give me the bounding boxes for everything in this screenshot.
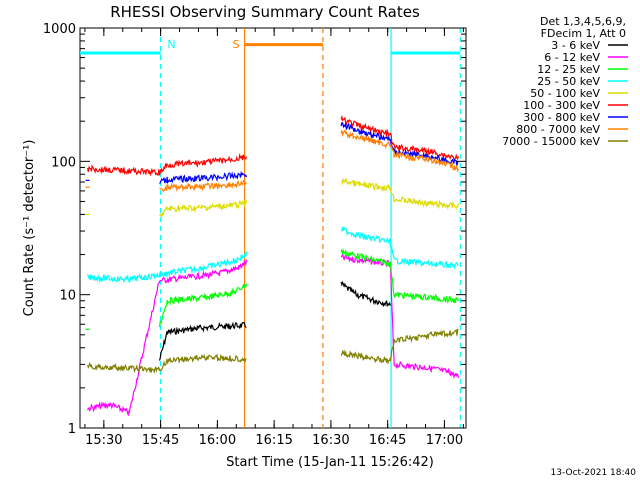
x-tick-label: 16:45 [369, 433, 406, 448]
legend-header: FDecim 1, Att 0 [541, 27, 626, 40]
legend-label: 800 - 7000 keV [516, 123, 600, 136]
y-tick-label: 100 [51, 155, 76, 170]
series-line [340, 121, 459, 167]
footer-date: 13-Oct-2021 18:40 [551, 468, 637, 478]
series-line [159, 170, 248, 185]
x-tick-label: 15:45 [142, 433, 179, 448]
series-line [340, 328, 459, 365]
series-line [340, 247, 459, 304]
series-line [159, 179, 247, 193]
x-tick-label: 16:30 [312, 433, 349, 448]
x-tick-label: 16:00 [199, 433, 236, 448]
series-line [87, 259, 248, 417]
x-tick-label: 16:15 [255, 433, 292, 448]
chart-title: RHESSI Observing Summary Count Rates [110, 3, 420, 21]
legend-label: 3 - 6 keV [551, 39, 600, 52]
series-line [340, 129, 459, 173]
series-line [340, 252, 459, 380]
y-axis-label: Count Rate (s⁻¹ detector⁻¹) [22, 140, 37, 317]
legend-label: 6 - 12 keV [544, 51, 600, 64]
y-tick-label: 10 [59, 289, 76, 304]
series-line [159, 200, 248, 218]
legend-header: Det 1,3,4,5,6,9, [540, 15, 626, 28]
series-line [341, 178, 459, 210]
legend-label: 300 - 800 keV [523, 111, 600, 124]
series-line [340, 280, 391, 308]
series-line [341, 226, 459, 271]
legend-label: 12 - 25 keV [537, 63, 600, 76]
y-tick-label: 1000 [43, 22, 76, 37]
series-line [87, 153, 248, 177]
y-tick-label: 1 [68, 422, 76, 437]
x-tick-label: 17:00 [426, 433, 463, 448]
series-line [87, 353, 247, 375]
x-axis-label: Start Time (15-Jan-11 15:26:42) [226, 455, 434, 470]
series-line [87, 251, 248, 284]
legend-label: 100 - 300 keV [523, 99, 600, 112]
legend-label: 7000 - 15000 keV [502, 135, 600, 148]
legend-label: 25 - 50 keV [537, 75, 600, 88]
plot-frame [79, 27, 467, 429]
x-tick-label: 15:30 [85, 433, 122, 448]
legend-label: 50 - 100 keV [530, 87, 600, 100]
flag-annotation: N [167, 38, 175, 51]
series-line [158, 283, 248, 328]
flag-annotation: S [233, 38, 240, 51]
series-line [158, 321, 247, 361]
